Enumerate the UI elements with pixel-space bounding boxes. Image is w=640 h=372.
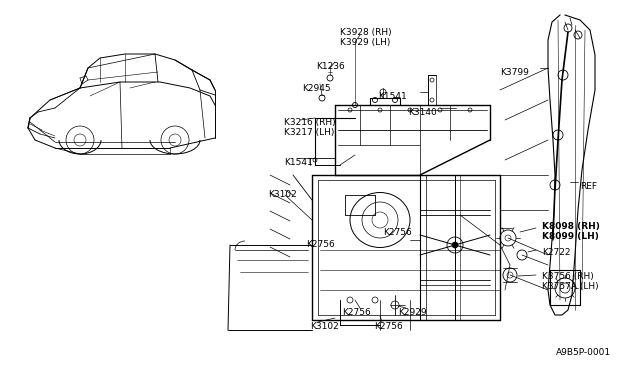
Text: K1236: K1236: [316, 62, 345, 71]
Text: K3928 (RH): K3928 (RH): [340, 28, 392, 37]
Text: K3757A (LH): K3757A (LH): [542, 282, 598, 291]
Text: K8098 (RH): K8098 (RH): [542, 222, 600, 231]
Text: K2945: K2945: [302, 84, 331, 93]
Text: K3756 (RH): K3756 (RH): [542, 272, 594, 281]
Text: K8099 (LH): K8099 (LH): [542, 232, 599, 241]
Text: K3799: K3799: [500, 68, 529, 77]
Text: K2756: K2756: [342, 308, 371, 317]
Text: K3216 (RH): K3216 (RH): [284, 118, 335, 127]
Text: REF: REF: [580, 182, 597, 191]
Text: K3217 (LH): K3217 (LH): [284, 128, 334, 137]
Text: K3102: K3102: [310, 322, 339, 331]
Text: A9B5P-0001: A9B5P-0001: [556, 348, 611, 357]
Circle shape: [452, 242, 458, 248]
Text: K3102: K3102: [268, 190, 297, 199]
Text: K2756: K2756: [306, 240, 335, 249]
Text: K1541: K1541: [378, 92, 407, 101]
Text: K2929: K2929: [398, 308, 427, 317]
Text: K2756: K2756: [374, 322, 403, 331]
Text: K2756: K2756: [383, 228, 412, 237]
Text: K3140: K3140: [408, 108, 436, 117]
Text: K1541: K1541: [284, 158, 313, 167]
Text: K3929 (LH): K3929 (LH): [340, 38, 390, 47]
Text: K2722: K2722: [542, 248, 570, 257]
